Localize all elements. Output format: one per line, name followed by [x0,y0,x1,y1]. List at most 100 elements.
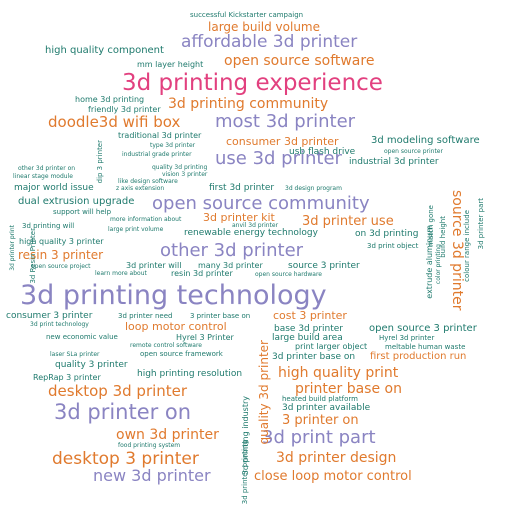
word-traditional-3d-printer: traditional 3d printer [118,131,202,140]
word-quality-3d-printer: quality 3d printer [257,340,271,445]
word-type-3d-printer: type 3d printer [150,142,196,149]
word-linear-stage-module: linear stage module [13,173,73,180]
word-3-printer-base-on: 3 printer base on [190,312,251,320]
word-high-quality-3-printer: high quality 3 printer [19,237,104,246]
word-3d-printer-print: 3d printer print [9,225,16,271]
word-open-source-hardware: open source hardware [255,271,322,278]
word-3d-printer-part: 3d printer part [477,198,485,250]
word-open-source-3-printer: open source 3 printer [369,323,477,334]
word-3d-printer-design: 3d printer design [276,450,397,466]
word-3d-design-program: 3d design program [285,185,342,192]
word-quality-3d-printing: quality 3d printing [152,164,208,171]
word-3d-printer-need: 3d printer need [118,312,173,320]
word-like-design-software: like design software [118,178,178,185]
word-doodle3d-wifi-box: doodle3d wifi box [48,113,181,131]
word-loop-motor-control: loop motor control [125,320,227,333]
word-many-3d-printer: many 3d printer [198,261,263,270]
word-consumer-3-printer: consumer 3 printer [6,311,93,321]
word-desktop-3-printer: desktop 3 printer [52,449,199,469]
word-3-printer-on: 3 printer on [282,413,359,428]
word-other-3d-printer: other 3d printer [160,240,304,261]
word-anvil-3d-printer: anvil 3d printer [232,222,279,229]
word-match-gone: match gone [427,205,435,247]
word-use-3d-printer: use 3d printer [215,148,342,169]
word-3d-printing-experience: 3d printing experience [122,70,383,96]
word-resin-3d-printer: resin 3d printer [171,269,233,278]
word-3d-printer-kit: 3d printer kit [203,211,275,224]
word-printer-base-on: printer base on [295,381,402,397]
word-high-printing-resolution: high printing resolution [137,369,243,379]
word-first-3d-printer: first 3d printer [209,183,275,193]
word-support-will-help: support will help [53,208,112,216]
word-open-source-software: open source software [224,53,375,69]
word-3d-print-object: 3d print object [367,242,419,250]
word-build-height: build height [439,216,447,258]
word-3d-print-technology: 3d print technology [30,321,89,328]
word-heated-build-platform: heated build platform [282,395,358,403]
word-large-build-area: large build area [272,333,343,343]
word-z-axis-extension: z axis extension [116,185,165,192]
word-source-3d-printer: source 3d printer [449,190,465,311]
word-large-build-volume: large build volume [208,20,321,34]
word-3d-printing-technology: 3d printing technology [20,280,327,311]
word-vision-3-printer: vision 3 printer [162,171,208,178]
word-resin-3-printer: resin 3 printer [18,248,104,262]
word-open-source-framework: open source framework [140,350,223,358]
word-3d-printer-will: 3d printer will [126,261,182,270]
word-print-larger-object: print larger object [295,342,368,351]
word-new-economic-value: new economic value [46,333,118,341]
word-own-3d-printer: own 3d printer [116,427,219,443]
word-colour-range-include: colour range include [463,210,471,282]
word-source-3-printer: source 3 printer [288,261,360,271]
word-other-3d-printer-on: other 3d printer on [18,165,76,172]
word-learn-more-about: learn more about [95,270,147,277]
word-remote-control-software: remote control software [130,342,202,349]
word-affordable-3d-printer: affordable 3d printer [181,32,358,52]
word-3d-printer-available: 3d printer available [282,403,371,413]
word-cost-3-printer: cost 3 printer [273,309,347,322]
word-reprap-3-printer: RepRap 3 printer [33,373,101,382]
word-hyrel-3-printer: Hyrel 3 Printer [176,333,234,342]
word-most-3d-printer: most 3d printer [215,111,356,132]
word-hyrel-3d-printer: Hyrel 3d printer [379,334,435,342]
word-consumer-3d-printer: consumer 3d printer [226,135,339,148]
word-3d-printer-printing: 3d printer printing [241,440,249,505]
word-on-3d-printing: on 3d printing [355,229,419,239]
word-first-production-run: first production run [370,351,467,362]
word-desktop-3d-printer: desktop 3d printer [48,382,188,400]
word-3d-printer-use: 3d printer use [302,214,394,229]
word-open-source-community: open source community [152,193,370,214]
word-industrial-3d-printer: industrial 3d printer [349,157,439,167]
word-close-loop-motor-control: close loop motor control [254,469,412,484]
word-3d-printing-will: 3d printing will [22,222,75,230]
word-laser-sla-printer: laser SLa printer [50,351,100,358]
word-successful-kickstarter-campaign: successful Kickstarter campaign [190,11,304,19]
word-food-printing-system: food printing system [118,442,181,449]
word-meltable-human-waste: meltable human waste [385,343,466,351]
word-base-3d-printer: base 3d printer [274,324,343,334]
word-dip-3-printer: dip 3 printer [96,140,104,184]
word-industrial-grade-printer: industrial grade printer [122,151,192,158]
word-quality-3-printer: quality 3 printer [55,360,128,370]
word-renewable-energy-technology: renewable energy technology [184,228,318,238]
word-high-quality-print: high quality print [278,365,399,381]
word-new-3d-printer: new 3d printer [93,466,211,485]
word-home-3d-printing: home 3d printing [75,95,145,104]
word-3d-print-part: 3d print part [262,427,376,448]
word-large-print-volume: large print volume [108,226,164,233]
word-more-information-about: more information about [110,216,182,223]
word-3d-printing-community: 3d printing community [168,96,329,112]
word-3d-printer-base-on: 3d printer base on [272,352,356,362]
word-open-source-project: open source project [31,263,91,270]
word-3d-resin-printer: 3d Resin Printer [29,228,37,284]
word-mm-layer-height: mm layer height [137,60,204,69]
word-major-world-issue: major world issue [14,183,94,193]
word-friendly-3d-printer: friendly 3d printer [88,105,161,114]
word-open-source-printer: open source printer [384,148,443,155]
word-dual-extrusion-upgrade: dual extrusion upgrade [18,196,135,207]
word-high-quality-component: high quality component [45,45,164,56]
word-usb-flash-drive: usb flash drive [289,147,356,157]
word-3d-modeling-software: 3d modeling software [371,135,480,146]
word-3d-printer-on: 3d printer on [54,400,192,424]
